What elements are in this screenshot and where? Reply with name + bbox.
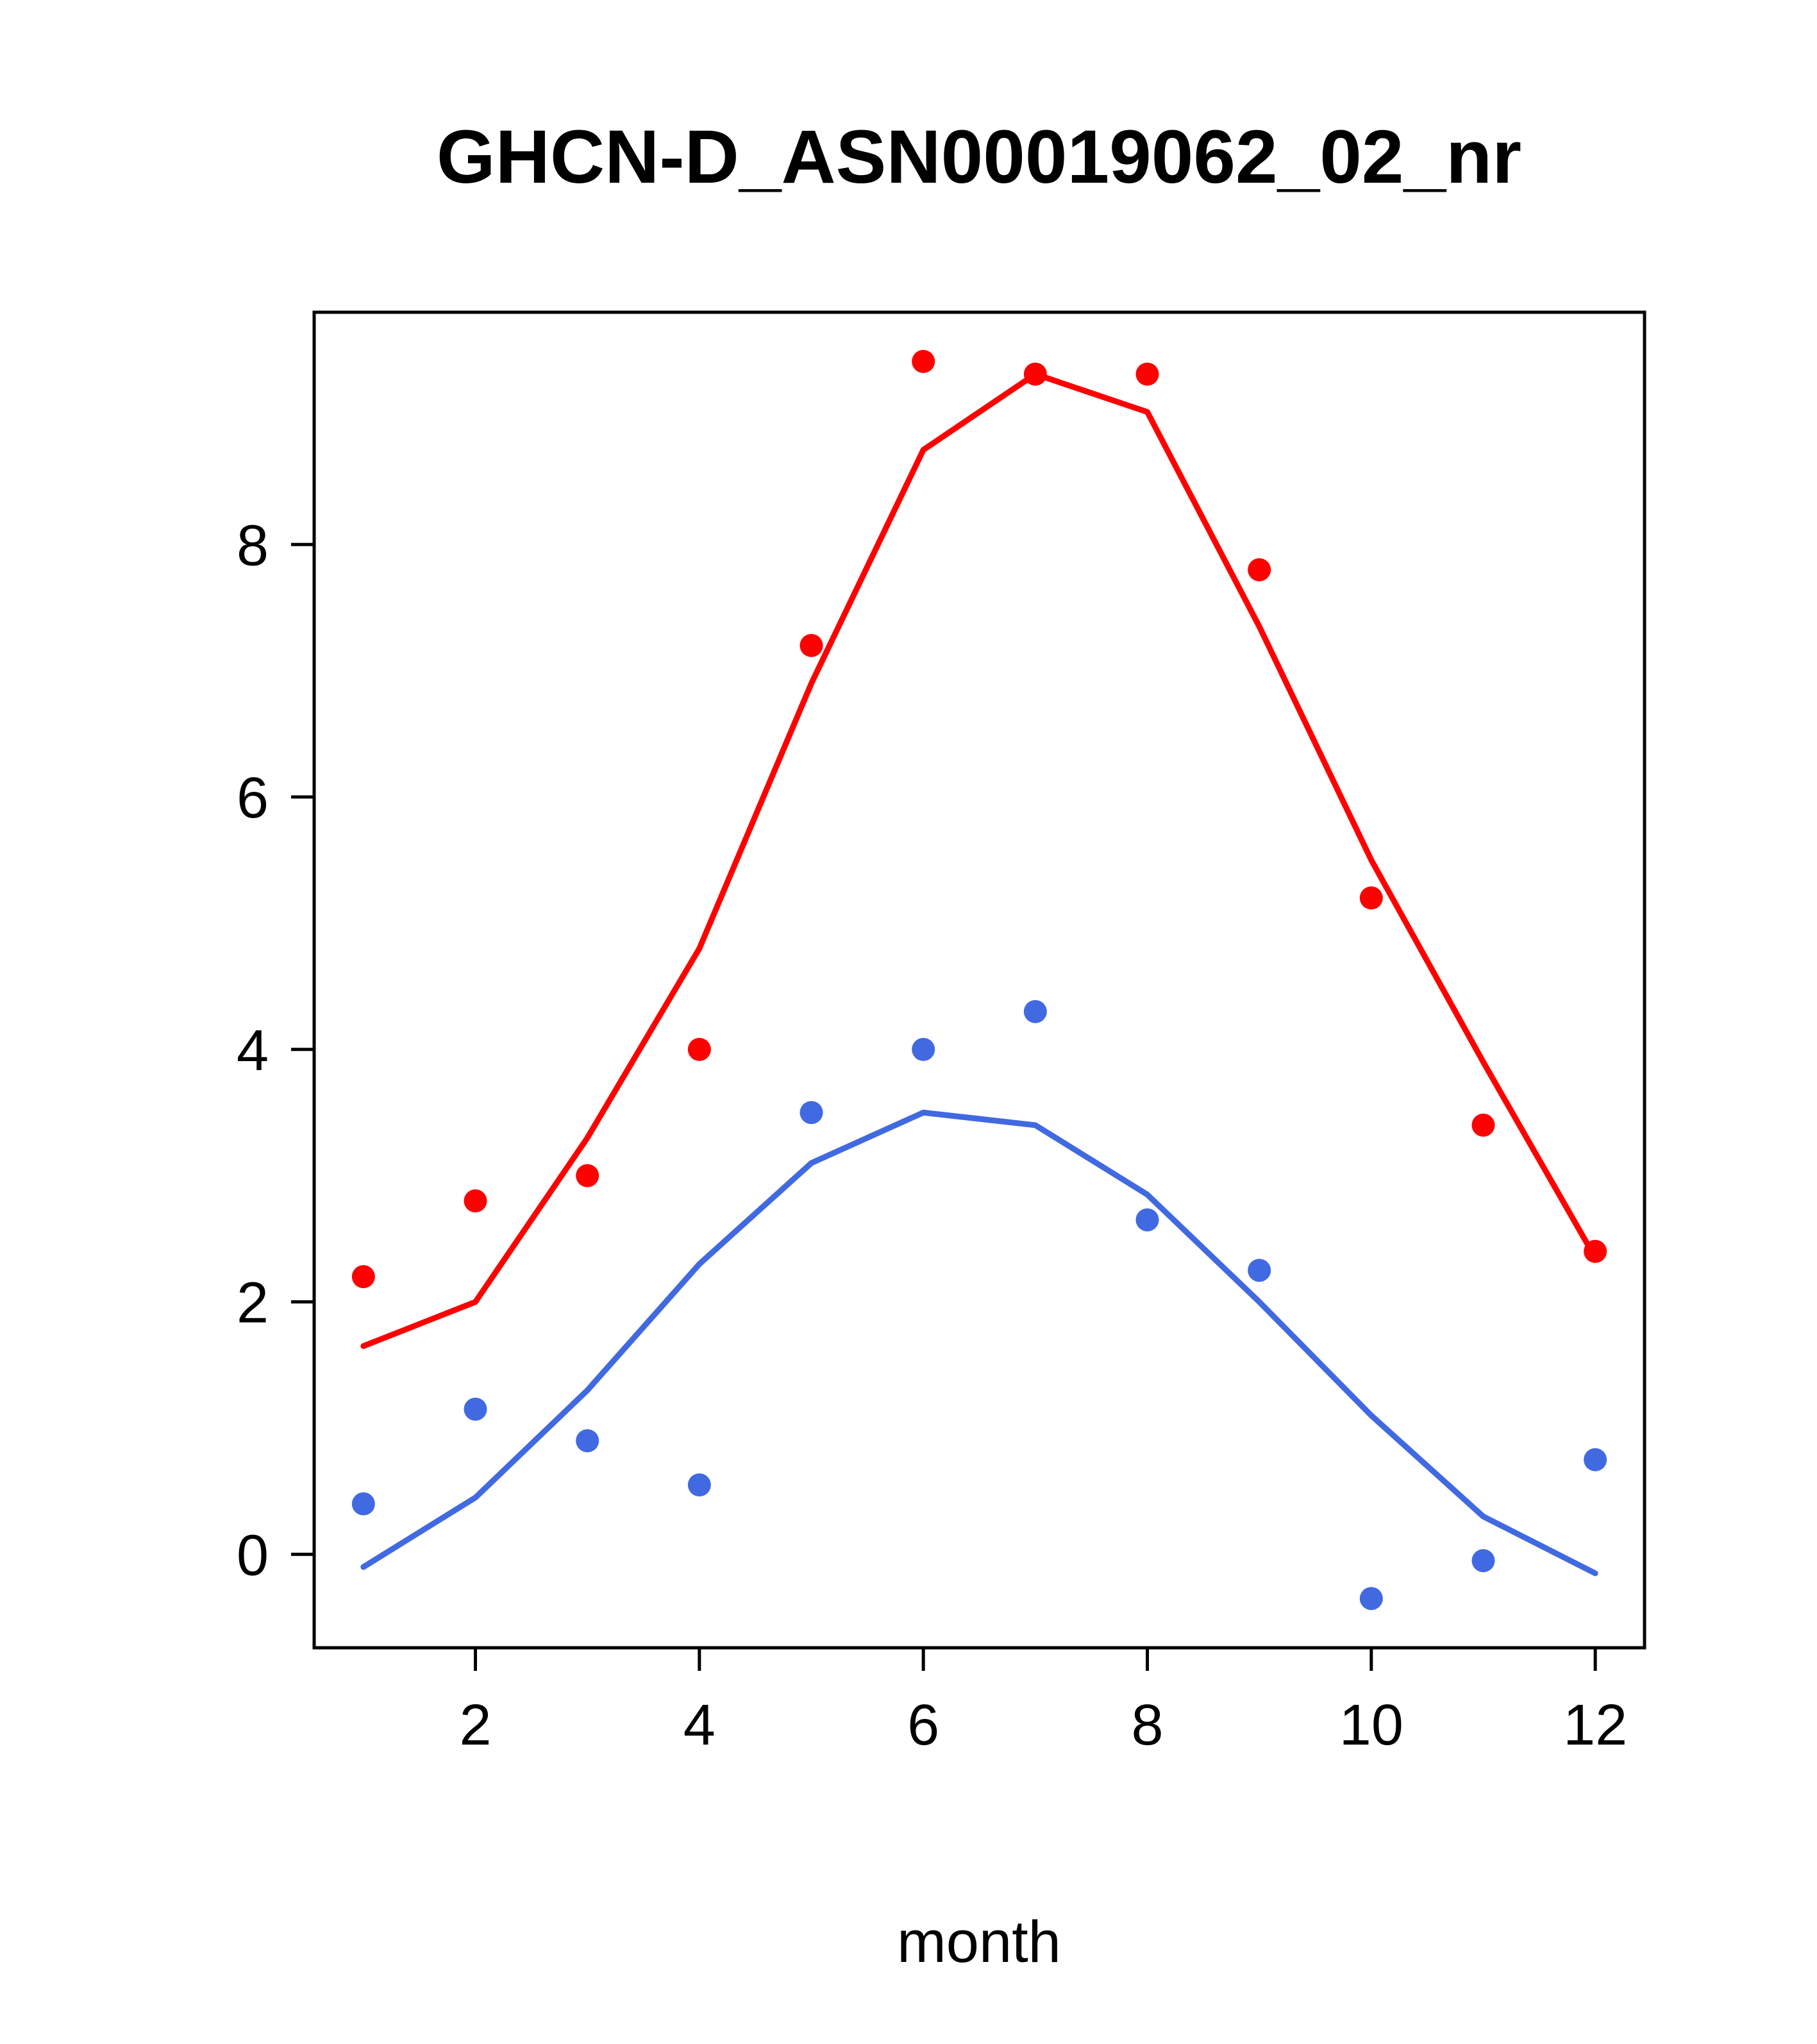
red-point <box>1359 886 1383 910</box>
blue-point <box>1359 1587 1383 1611</box>
blue-point <box>1584 1448 1607 1471</box>
blue-point <box>1023 1000 1047 1023</box>
y-tick-label: 6 <box>237 766 269 830</box>
blue-point <box>800 1101 823 1125</box>
blue-line <box>360 1109 1598 1577</box>
red-point <box>576 1164 599 1187</box>
red-point <box>1135 362 1159 386</box>
series <box>351 349 1607 1611</box>
x-tick-label: 6 <box>907 1693 939 1757</box>
blue-point <box>687 1473 711 1497</box>
x-tick-label: 4 <box>683 1693 716 1757</box>
blue-point <box>1248 1259 1271 1282</box>
red-line <box>360 371 1598 1349</box>
x-tick-label: 10 <box>1339 1693 1403 1757</box>
red-point <box>912 349 935 373</box>
red-point <box>800 633 823 657</box>
blue-point <box>912 1037 935 1061</box>
blue-point <box>1471 1549 1495 1573</box>
red-point <box>1248 558 1271 582</box>
red-point <box>351 1265 375 1289</box>
blue-point <box>464 1397 487 1421</box>
chart-title: GHCN-D_ASN00019062_02_nr <box>437 115 1521 199</box>
x-tick-label: 2 <box>459 1693 491 1757</box>
y-tick-label: 4 <box>237 1019 269 1083</box>
y-tick-label: 2 <box>237 1271 269 1336</box>
y-tick-label: 8 <box>237 514 269 578</box>
x-tick-label: 8 <box>1131 1693 1163 1757</box>
x-tick-label: 12 <box>1563 1693 1627 1757</box>
red-point <box>1471 1113 1495 1137</box>
red-point <box>687 1037 711 1061</box>
y-tick-label: 0 <box>237 1523 269 1587</box>
axes: 2 4 6 8 10 12 0 2 4 6 8 <box>237 310 1646 1757</box>
blue-point <box>351 1492 375 1516</box>
red-point <box>464 1189 487 1213</box>
x-axis-label: month <box>897 1909 1061 1975</box>
blue-point <box>1135 1208 1159 1232</box>
plot-frame <box>312 310 1646 1650</box>
blue-point <box>576 1429 599 1453</box>
